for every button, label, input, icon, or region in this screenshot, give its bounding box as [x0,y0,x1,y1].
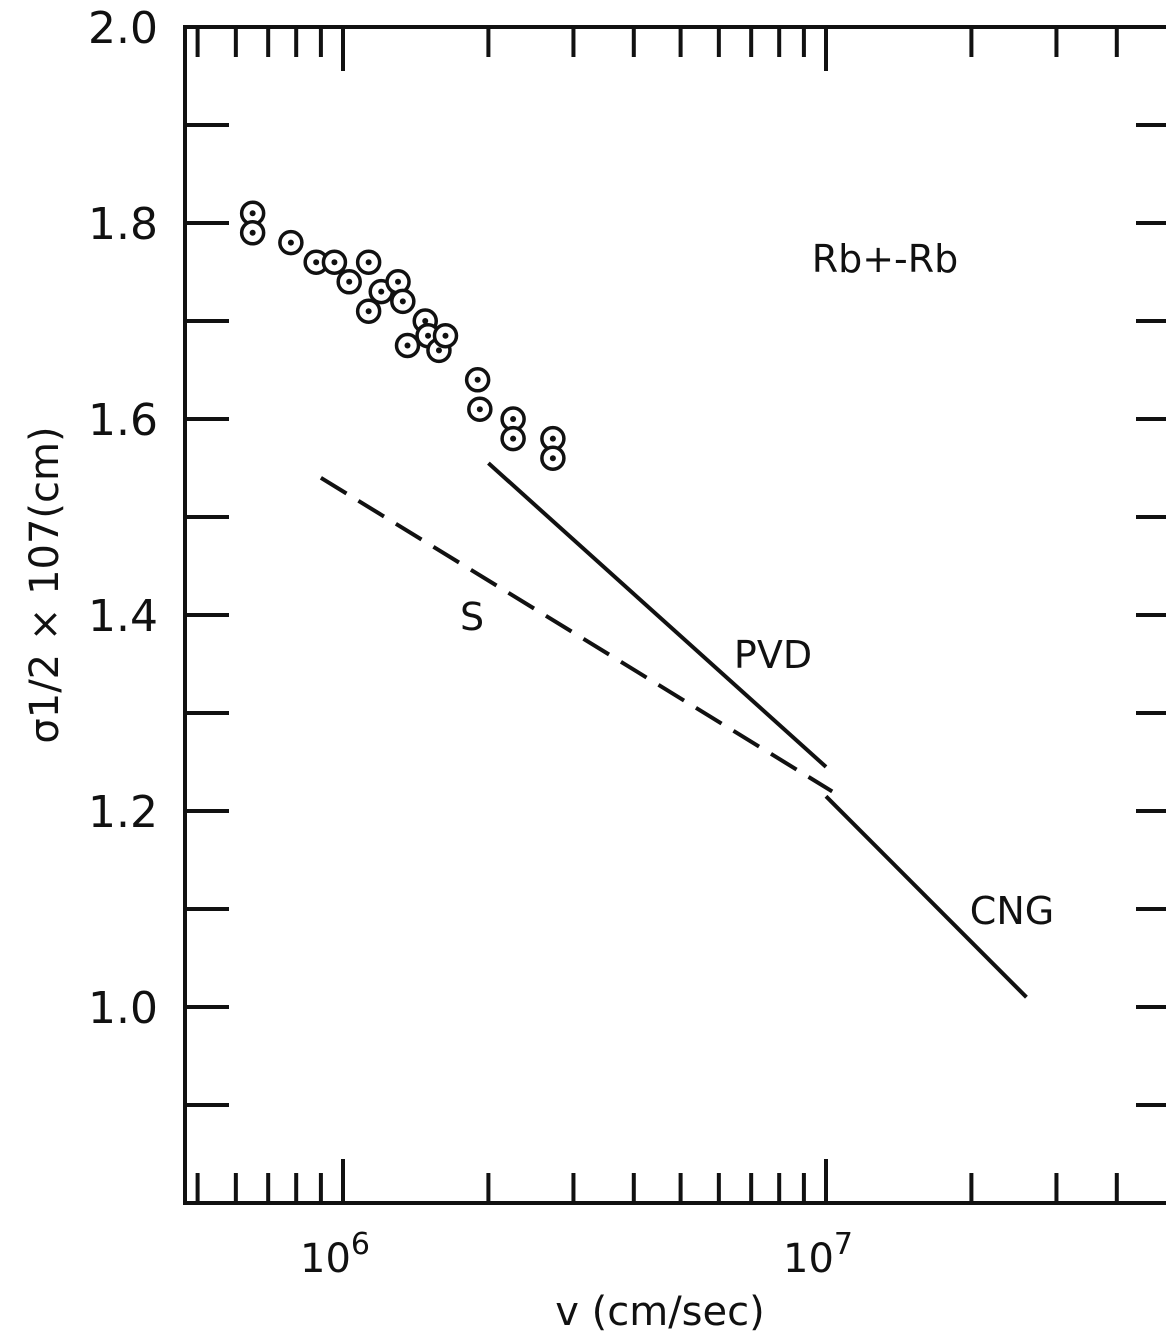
data-point [355,249,382,275]
data-point [278,229,304,256]
data-point-dot [510,416,517,422]
y-tick-label: 1.6 [88,395,158,446]
data-point-dot [442,332,449,339]
series-label-cng: CNG [970,889,1054,933]
y-axis-title: σ1/2 × 107(cm) [22,426,68,743]
data-point [467,396,493,422]
data-point-dot [287,239,294,246]
y-tick-label: 1.4 [88,591,158,642]
data-point-dot [476,406,483,413]
data-point-dot [249,210,256,217]
data-point-dot [399,298,406,305]
x-tick-label: 107 [783,1227,853,1282]
y-tick-label: 2.0 [88,3,158,54]
data-point [540,445,566,471]
data-point [390,288,416,315]
data-point-dot [422,318,429,324]
data-point-dot [425,332,432,339]
data-point-dot [346,278,353,285]
x-tick-label: 106 [300,1227,370,1282]
data-point [500,425,526,452]
data-point [239,220,266,246]
chart-annotation: Rb+-Rb [812,237,959,281]
data-point-dot [395,278,402,285]
data-point-dot [549,435,556,442]
data-point [321,249,348,275]
series-line-cng [824,794,1028,999]
series-group [239,200,1028,999]
data-point-dot [365,308,372,315]
y-tick-label: 1.8 [88,199,158,250]
data-point-dot [474,376,481,383]
data-point-dot [313,259,320,266]
data-point-dot [378,288,385,295]
x-tick-label-base: 10 [300,1236,351,1282]
series-line-s [319,476,834,794]
data-point [336,269,362,295]
axis-ticks [185,27,1166,1203]
y-tick-label: 1.2 [88,787,158,838]
series-line-pvd [487,461,828,769]
plot-frame [183,25,1166,1205]
data-point-dot [435,347,442,354]
data-point-dot [549,455,556,462]
series-label-s: S [460,595,484,639]
data-point [432,322,459,349]
x-tick-label-base: 10 [783,1236,834,1282]
y-tick-label: 1.0 [88,983,158,1034]
data-point-dot [331,259,338,266]
series-label-pvd: PVD [734,633,812,677]
data-point [355,298,382,324]
data-point-dot [404,342,411,349]
data-point-dot [249,229,256,236]
data-point [394,332,421,359]
data-point-dot [365,259,372,266]
data-point-dot [510,435,517,442]
x-axis-title: v (cm/sec) [555,1289,764,1335]
x-tick-label-exponent: 7 [834,1227,853,1262]
data-point [464,367,491,393]
x-tick-label-exponent: 6 [351,1227,370,1262]
